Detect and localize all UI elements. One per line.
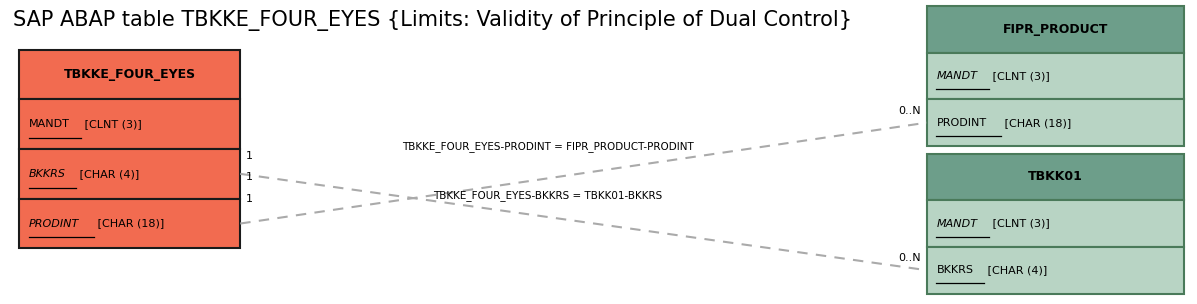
FancyBboxPatch shape	[926, 53, 1184, 99]
Text: TBKKE_FOUR_EYES-BKKRS = TBKK01-BKKRS: TBKKE_FOUR_EYES-BKKRS = TBKK01-BKKRS	[433, 190, 662, 201]
Text: PRODINT: PRODINT	[29, 219, 79, 229]
Text: [CHAR (18)]: [CHAR (18)]	[1001, 118, 1071, 128]
FancyBboxPatch shape	[19, 50, 241, 99]
Text: [CLNT (3)]: [CLNT (3)]	[81, 119, 142, 129]
Text: MANDT: MANDT	[936, 219, 978, 229]
Text: 1: 1	[247, 195, 254, 205]
Text: FIPR_PRODUCT: FIPR_PRODUCT	[1003, 23, 1108, 36]
Text: 1: 1	[247, 151, 254, 161]
FancyBboxPatch shape	[926, 200, 1184, 247]
FancyBboxPatch shape	[926, 247, 1184, 294]
Text: 0..N: 0..N	[898, 253, 920, 263]
FancyBboxPatch shape	[926, 154, 1184, 200]
FancyBboxPatch shape	[926, 6, 1184, 53]
Text: TBKKE_FOUR_EYES: TBKKE_FOUR_EYES	[63, 68, 196, 81]
FancyBboxPatch shape	[19, 199, 241, 248]
Text: TBKK01: TBKK01	[1028, 170, 1083, 183]
Text: SAP ABAP table TBKKE_FOUR_EYES {Limits: Validity of Principle of Dual Control}: SAP ABAP table TBKKE_FOUR_EYES {Limits: …	[13, 10, 852, 31]
Text: [CLNT (3)]: [CLNT (3)]	[989, 219, 1050, 229]
Text: BKKRS: BKKRS	[936, 265, 973, 275]
Text: MANDT: MANDT	[936, 71, 978, 81]
Text: 0..N: 0..N	[898, 105, 920, 116]
Text: 1: 1	[247, 172, 254, 182]
Text: MANDT: MANDT	[29, 119, 69, 129]
Text: PRODINT: PRODINT	[936, 118, 986, 128]
Text: [CHAR (4)]: [CHAR (4)]	[984, 265, 1047, 275]
FancyBboxPatch shape	[926, 99, 1184, 146]
Text: [CHAR (4)]: [CHAR (4)]	[77, 169, 140, 179]
FancyBboxPatch shape	[19, 149, 241, 199]
Text: TBKKE_FOUR_EYES-PRODINT = FIPR_PRODUCT-PRODINT: TBKKE_FOUR_EYES-PRODINT = FIPR_PRODUCT-P…	[402, 141, 693, 152]
Text: [CLNT (3)]: [CLNT (3)]	[989, 71, 1050, 81]
Text: BKKRS: BKKRS	[29, 169, 66, 179]
FancyBboxPatch shape	[19, 99, 241, 149]
Text: [CHAR (18)]: [CHAR (18)]	[93, 219, 164, 229]
